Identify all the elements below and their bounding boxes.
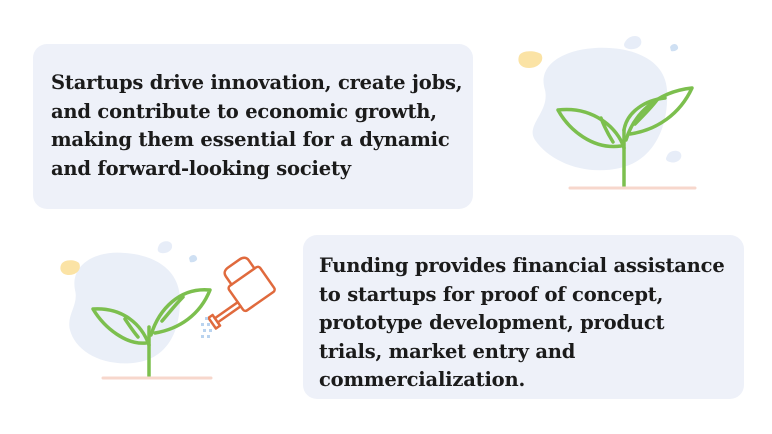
yellow-blob — [518, 51, 543, 68]
text-card-startups: Startups drive innovation, create jobs, … — [33, 44, 473, 209]
droplet-bottom — [666, 150, 682, 163]
droplet-large — [624, 36, 642, 50]
background-blob — [532, 47, 668, 171]
yellow-blob — [60, 260, 80, 275]
droplet-large — [157, 241, 173, 254]
startups-text: Startups drive innovation, create jobs, … — [51, 71, 463, 180]
funding-text: Funding provides financial assistance to… — [319, 254, 725, 391]
sprout-with-watering-can-icon — [60, 241, 276, 380]
droplet-small — [670, 44, 679, 52]
sprout — [91, 288, 212, 378]
sprout-icon — [518, 36, 697, 190]
text-card-funding: Funding provides financial assistance to… — [303, 235, 744, 399]
watering-can — [207, 256, 276, 330]
sprout — [556, 86, 694, 189]
droplet-small — [189, 255, 198, 263]
water-drops — [201, 317, 212, 338]
